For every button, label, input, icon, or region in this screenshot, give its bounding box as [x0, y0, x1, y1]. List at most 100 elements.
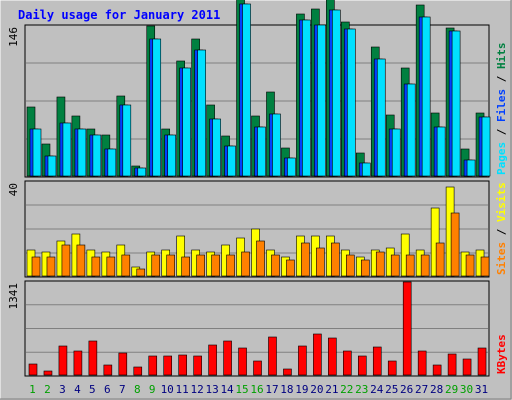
y-max-label: 146: [7, 27, 20, 47]
x-tick-label-day-8: 8: [134, 383, 141, 396]
bar-pages-day-11: [182, 67, 191, 177]
x-tick-label-day-22: 22: [340, 383, 353, 396]
bar-pages-day-24: [376, 58, 386, 177]
bar-pages-day-26: [406, 83, 416, 177]
bar-kbytes-day-31: [477, 347, 487, 376]
bar-sites-day-14: [226, 254, 235, 277]
x-tick-label-day-18: 18: [280, 383, 293, 396]
x-tick-label-day-11: 11: [176, 383, 189, 396]
bar-pages-day-17: [272, 113, 281, 177]
legend-files: Files: [495, 89, 508, 122]
bar-sites-day-10: [166, 254, 176, 277]
panel-top: 146 Pages / Files / Hits: [7, 0, 508, 178]
panel-middle: 40 Sites / Visits: [7, 180, 508, 278]
x-tick-label-day-20: 20: [310, 383, 323, 396]
bar-sites-day-18: [286, 259, 295, 277]
x-tick-label-day-4: 4: [74, 383, 81, 396]
chart-title: Daily usage for January 2011: [18, 8, 220, 22]
bar-kbytes-day-18: [283, 368, 292, 376]
bar-pages-day-6: [107, 148, 117, 177]
x-tick-label-day-23: 23: [355, 383, 368, 396]
series-legend-label: KBytes: [495, 334, 508, 374]
bar-kbytes-day-5: [88, 340, 98, 376]
x-tick-label-day-9: 9: [149, 383, 156, 396]
x-axis-labels: 1 2 3 4 5 6 7 8 9 10 11 12 13 14 15 16 17 18 19 20 21 22 23 24 2…: [29, 383, 488, 396]
bar-kbytes-day-29: [447, 353, 457, 376]
bar-pages-day-16: [257, 126, 266, 177]
bar-sites-day-23: [360, 259, 370, 277]
bar-sites-day-19: [301, 242, 310, 277]
x-tick-label-day-16: 16: [250, 383, 263, 396]
x-tick-label-day-14: 14: [220, 383, 234, 396]
bar-sites-day-12: [196, 254, 205, 277]
bar-pages-day-23: [361, 162, 371, 177]
bar-kbytes-day-14: [223, 340, 232, 376]
series-legend-label: Sites / Visits: [495, 182, 508, 275]
bar-kbytes-day-10: [163, 355, 173, 376]
bar-kbytes-day-24: [372, 346, 382, 376]
bar-kbytes-day-23: [357, 355, 367, 376]
bar-sites-day-30: [465, 254, 475, 277]
bar-sites-day-17: [271, 254, 280, 277]
x-tick-label-day-5: 5: [89, 383, 96, 396]
bar-pages-day-5: [92, 134, 102, 177]
bar-kbytes-day-25: [387, 360, 397, 376]
bar-pages-day-29: [451, 30, 461, 177]
legend-pages: Pages: [495, 142, 508, 175]
x-tick-label-day-29: 29: [445, 383, 458, 396]
bar-kbytes-day-26: [402, 281, 412, 376]
legend-separator: /: [495, 122, 508, 142]
x-tick-label-day-1: 1: [29, 383, 36, 396]
bar-kbytes-day-1: [28, 363, 38, 376]
bar-pages-day-10: [167, 134, 177, 177]
y-max-label: 40: [7, 183, 20, 196]
y-max-label: 1341: [7, 283, 20, 310]
bar-sites-day-24: [375, 251, 385, 277]
bar-sites-day-5: [91, 256, 101, 277]
bar-sites-day-11: [181, 256, 190, 277]
bar-pages-day-28: [436, 126, 446, 177]
x-tick-label-day-27: 27: [415, 383, 428, 396]
bar-pages-day-25: [391, 128, 401, 177]
bar-kbytes-day-15: [238, 347, 247, 376]
bar-kbytes-day-11: [178, 354, 187, 376]
legend-hits: Hits: [495, 43, 508, 70]
x-tick-label-day-17: 17: [265, 383, 278, 396]
x-tick-label-day-21: 21: [325, 383, 338, 396]
bar-sites-day-31: [480, 256, 490, 277]
bar-sites-day-4: [76, 244, 86, 277]
x-tick-label-day-28: 28: [430, 383, 443, 396]
x-tick-label-day-25: 25: [385, 383, 398, 396]
x-tick-label-day-12: 12: [191, 383, 204, 396]
bar-kbytes-day-13: [208, 344, 217, 376]
bar-kbytes-day-4: [73, 350, 83, 376]
bar-kbytes-day-22: [343, 350, 352, 376]
bar-pages-day-21: [332, 9, 341, 177]
x-tick-label-day-19: 19: [295, 383, 308, 396]
bar-kbytes-day-28: [432, 364, 442, 376]
bar-sites-day-6: [106, 256, 116, 277]
x-tick-label-day-26: 26: [400, 383, 413, 396]
legend-kbytes: KBytes: [495, 334, 508, 374]
bar-pages-day-15: [242, 3, 251, 177]
bar-kbytes-day-27: [417, 350, 427, 376]
panel-bottom: 1341 KBytes: [7, 280, 508, 377]
bar-sites-day-28: [435, 242, 445, 277]
bar-kbytes-day-17: [268, 336, 277, 376]
x-tick-label-day-24: 24: [370, 383, 384, 396]
bar-kbytes-day-20: [313, 333, 322, 376]
bar-sites-day-26: [405, 254, 415, 277]
series-legend-label: Pages / Files / Hits: [495, 43, 508, 176]
bar-kbytes-day-16: [253, 360, 262, 376]
bar-pages-day-30: [466, 159, 476, 177]
legend-sites: Sites: [495, 242, 508, 275]
legend-separator: /: [495, 222, 508, 242]
bar-sites-day-20: [316, 247, 325, 277]
bar-pages-day-2: [47, 155, 57, 177]
bar-sites-day-27: [420, 254, 430, 277]
bar-pages-day-9: [152, 38, 162, 177]
bar-kbytes-day-7: [118, 352, 128, 376]
bar-sites-day-15: [241, 251, 250, 277]
bar-kbytes-day-21: [328, 337, 337, 376]
